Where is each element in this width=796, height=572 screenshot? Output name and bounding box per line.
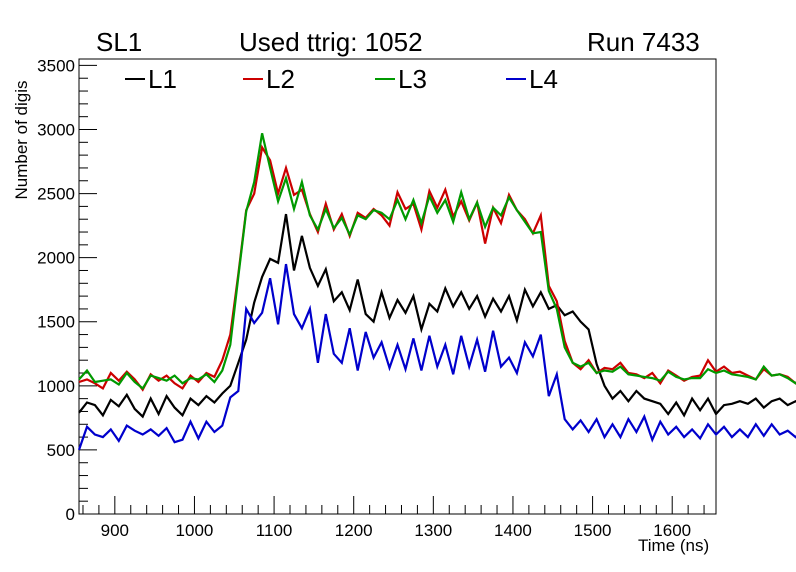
x-axis-ticks: 900 1000 1100 1200 1300 1400 1500 1600 [82,496,705,540]
x-tick-label: 1200 [335,521,373,540]
data-lines [77,133,796,451]
series-line-l3 [78,133,796,391]
x-tick-label: 1500 [574,521,612,540]
legend-label-l3: L3 [398,64,427,94]
y-tick-label: 500 [47,441,75,460]
legend-label-l4: L4 [529,64,558,94]
x-tick-label: 1100 [256,521,293,540]
y-tick-label: 2500 [37,185,75,204]
y-tick-label: 0 [66,505,75,524]
plot-frame [78,58,717,515]
legend-swatch-l3 [375,78,395,80]
x-tick-label: 1400 [494,521,532,540]
y-axis-ticks: 0 500 1000 1500 2000 2500 3000 3500 [37,56,97,524]
x-axis-label: Time (ns) [638,536,710,555]
chart-title: Used ttrig: 1052 [239,27,423,57]
run-label: Run 7433 [587,27,700,57]
series-line-l2 [78,144,796,392]
y-tick-label: 2000 [37,249,75,268]
series-line-l1 [78,213,796,419]
superlayer-label: SL1 [96,27,143,57]
legend-label-l2: L2 [266,64,295,94]
y-tick-label: 1000 [37,377,75,396]
legend-label-l1: L1 [148,64,177,94]
y-tick-label: 3500 [37,56,75,75]
legend-swatch-l4 [506,78,526,80]
y-tick-label: 3000 [37,120,75,139]
x-tick-label: 1600 [653,521,691,540]
series-line-l4 [77,263,796,451]
y-axis-label: Number of digis [12,80,31,200]
legend-swatch-l1 [125,78,145,80]
x-tick-label: 1300 [414,521,452,540]
legend-swatch-l2 [243,78,263,80]
x-tick-label: 900 [101,521,129,540]
y-tick-label: 1500 [37,313,75,332]
x-tick-label: 1000 [176,521,214,540]
